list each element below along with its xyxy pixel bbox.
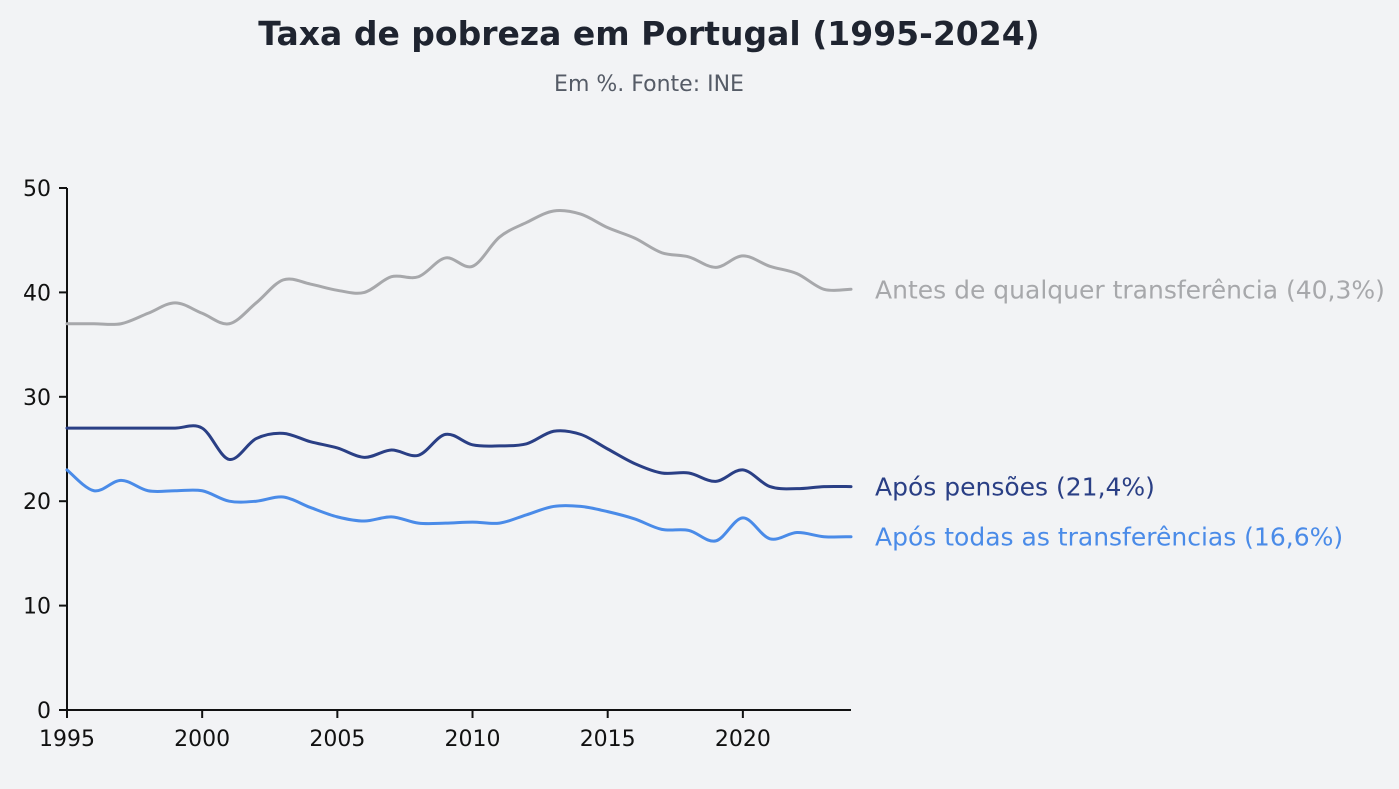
x-tick-label: 2005 bbox=[309, 727, 365, 752]
y-tick-label: 20 bbox=[23, 490, 51, 515]
x-tick-label: 2000 bbox=[174, 727, 230, 752]
series-line-3 bbox=[65, 468, 853, 543]
chart-subtitle: Em %. Fonte: INE bbox=[554, 72, 744, 97]
series-labels: Antes de qualquer transferência (40,3%) A… bbox=[875, 275, 1385, 551]
series-lines bbox=[65, 208, 853, 543]
y-tick-label: 30 bbox=[23, 386, 51, 411]
y-tick-label: 10 bbox=[23, 595, 51, 620]
y-tick-label: 40 bbox=[23, 281, 51, 306]
series-label-3: Após todas as transferências (16,6%) bbox=[875, 523, 1343, 552]
axes: 0 10 20 30 40 50 1995 2000 2005 2010 2015 2020 bbox=[23, 177, 851, 752]
x-tick-label: 2010 bbox=[445, 727, 501, 752]
x-tick-label: 1995 bbox=[39, 727, 95, 752]
x-tick-label: 2020 bbox=[715, 727, 771, 752]
x-tick-label: 2015 bbox=[580, 727, 636, 752]
series-label-2: Após pensões (21,4%) bbox=[875, 473, 1155, 502]
series-label-1: Antes de qualquer transferência (40,3%) bbox=[875, 275, 1385, 304]
series-line-2 bbox=[65, 424, 853, 491]
series-line-1 bbox=[65, 208, 853, 326]
y-tick-label: 50 bbox=[23, 177, 51, 202]
chart-title: Taxa de pobreza em Portugal (1995-2024) bbox=[258, 14, 1040, 53]
y-tick-label: 0 bbox=[37, 699, 51, 724]
